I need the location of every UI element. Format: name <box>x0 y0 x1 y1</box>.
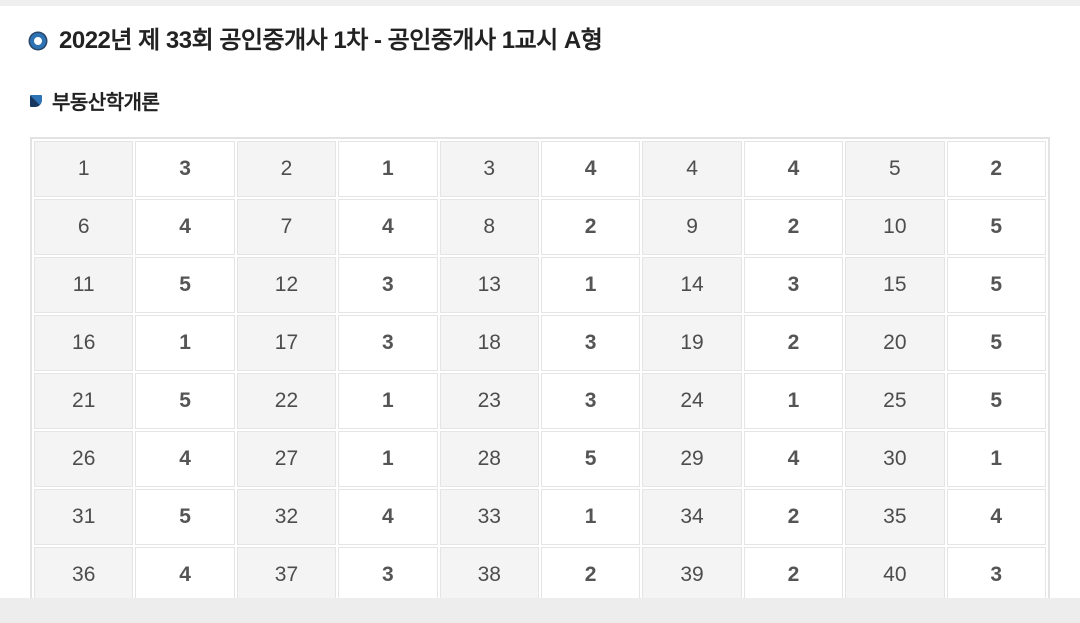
answer-value-cell: 5 <box>135 489 235 545</box>
answer-value-cell: 4 <box>743 141 844 197</box>
answer-value-cell: 5 <box>946 257 1046 313</box>
answer-value-cell: 2 <box>743 489 844 545</box>
question-number-cell: 10 <box>845 199 945 255</box>
question-number-cell: 1 <box>34 141 134 197</box>
page-title: 2022년 제 33회 공인중개사 1차 - 공인중개사 1교시 A형 <box>59 27 603 54</box>
question-number-cell: 3 <box>439 141 539 197</box>
answer-value-cell: 3 <box>946 547 1046 603</box>
answer-value-cell: 3 <box>338 315 438 371</box>
question-number-cell: 32 <box>236 489 337 545</box>
question-number-cell: 29 <box>642 431 742 487</box>
answer-key-table: 1 3 2 1 3 4 4 4 5 2 6 4 7 4 8 2 9 2 10 5 11 5 12 3 13 1 14 3 15 5 16 1 1… <box>30 137 1050 607</box>
answer-value-cell: 3 <box>338 547 438 603</box>
top-page-strip <box>0 0 1080 6</box>
table-row: 36 4 37 3 38 2 39 2 40 3 <box>34 547 1046 603</box>
question-number-cell: 26 <box>34 431 134 487</box>
question-number-cell: 5 <box>845 141 945 197</box>
answer-value-cell: 4 <box>946 489 1046 545</box>
answer-value-cell: 3 <box>338 257 438 313</box>
question-number-cell: 21 <box>34 373 134 429</box>
answer-value-cell: 4 <box>338 489 438 545</box>
answer-value-cell: 1 <box>338 431 438 487</box>
table-row: 11 5 12 3 13 1 14 3 15 5 <box>34 257 1046 313</box>
question-number-cell: 23 <box>439 373 539 429</box>
question-number-cell: 20 <box>845 315 945 371</box>
answer-value-cell: 5 <box>946 315 1046 371</box>
question-number-cell: 12 <box>236 257 337 313</box>
answer-value-cell: 4 <box>338 199 438 255</box>
question-number-cell: 7 <box>236 199 337 255</box>
question-number-cell: 17 <box>236 315 337 371</box>
table-row: 31 5 32 4 33 1 34 2 35 4 <box>34 489 1046 545</box>
question-number-cell: 19 <box>642 315 742 371</box>
question-number-cell: 28 <box>439 431 539 487</box>
answer-value-cell: 5 <box>946 199 1046 255</box>
answer-value-cell: 5 <box>540 431 641 487</box>
question-number-cell: 31 <box>34 489 134 545</box>
question-number-cell: 2 <box>236 141 337 197</box>
question-number-cell: 18 <box>439 315 539 371</box>
question-number-cell: 14 <box>642 257 742 313</box>
answer-value-cell: 5 <box>135 257 235 313</box>
question-number-cell: 36 <box>34 547 134 603</box>
table-row: 21 5 22 1 23 3 24 1 25 5 <box>34 373 1046 429</box>
question-number-cell: 34 <box>642 489 742 545</box>
question-number-cell: 16 <box>34 315 134 371</box>
question-number-cell: 27 <box>236 431 337 487</box>
answer-value-cell: 1 <box>540 257 641 313</box>
question-number-cell: 39 <box>642 547 742 603</box>
answer-value-cell: 4 <box>135 547 235 603</box>
answer-value-cell: 5 <box>946 373 1046 429</box>
question-number-cell: 8 <box>439 199 539 255</box>
table-row: 16 1 17 3 18 3 19 2 20 5 <box>34 315 1046 371</box>
table-row: 6 4 7 4 8 2 9 2 10 5 <box>34 199 1046 255</box>
answer-value-cell: 3 <box>743 257 844 313</box>
answer-value-cell: 3 <box>540 373 641 429</box>
question-number-cell: 37 <box>236 547 337 603</box>
question-number-cell: 35 <box>845 489 945 545</box>
question-number-cell: 40 <box>845 547 945 603</box>
corner-square-icon <box>30 94 42 107</box>
answer-value-cell: 1 <box>338 373 438 429</box>
question-number-cell: 6 <box>34 199 134 255</box>
answer-value-cell: 4 <box>135 199 235 255</box>
bottom-page-strip <box>0 598 1080 623</box>
answer-value-cell: 4 <box>743 431 844 487</box>
answer-value-cell: 4 <box>135 431 235 487</box>
answer-value-cell: 2 <box>540 199 641 255</box>
answer-value-cell: 2 <box>743 199 844 255</box>
table-row: 26 4 27 1 28 5 29 4 30 1 <box>34 431 1046 487</box>
question-number-cell: 4 <box>642 141 742 197</box>
question-number-cell: 9 <box>642 199 742 255</box>
question-number-cell: 24 <box>642 373 742 429</box>
answer-value-cell: 2 <box>540 547 641 603</box>
question-number-cell: 25 <box>845 373 945 429</box>
question-number-cell: 30 <box>845 431 945 487</box>
answer-value-cell: 1 <box>338 141 438 197</box>
answer-value-cell: 4 <box>540 141 641 197</box>
answer-value-cell: 2 <box>743 547 844 603</box>
question-number-cell: 15 <box>845 257 945 313</box>
answer-value-cell: 1 <box>946 431 1046 487</box>
answer-value-cell: 3 <box>135 141 235 197</box>
section-title-row: 부동산학개론 <box>30 86 160 115</box>
answer-value-cell: 1 <box>135 315 235 371</box>
answer-value-cell: 2 <box>743 315 844 371</box>
answer-value-cell: 3 <box>540 315 641 371</box>
section-title: 부동산학개론 <box>52 92 160 114</box>
page-title-row: 2022년 제 33회 공인중개사 1차 - 공인중개사 1교시 A형 <box>30 27 603 56</box>
question-number-cell: 13 <box>439 257 539 313</box>
answer-value-cell: 1 <box>743 373 844 429</box>
bullet-circle-icon <box>30 33 46 50</box>
answer-value-cell: 2 <box>946 141 1046 197</box>
question-number-cell: 38 <box>439 547 539 603</box>
answer-value-cell: 5 <box>135 373 235 429</box>
question-number-cell: 22 <box>236 373 337 429</box>
answer-value-cell: 1 <box>540 489 641 545</box>
question-number-cell: 11 <box>34 257 134 313</box>
question-number-cell: 33 <box>439 489 539 545</box>
